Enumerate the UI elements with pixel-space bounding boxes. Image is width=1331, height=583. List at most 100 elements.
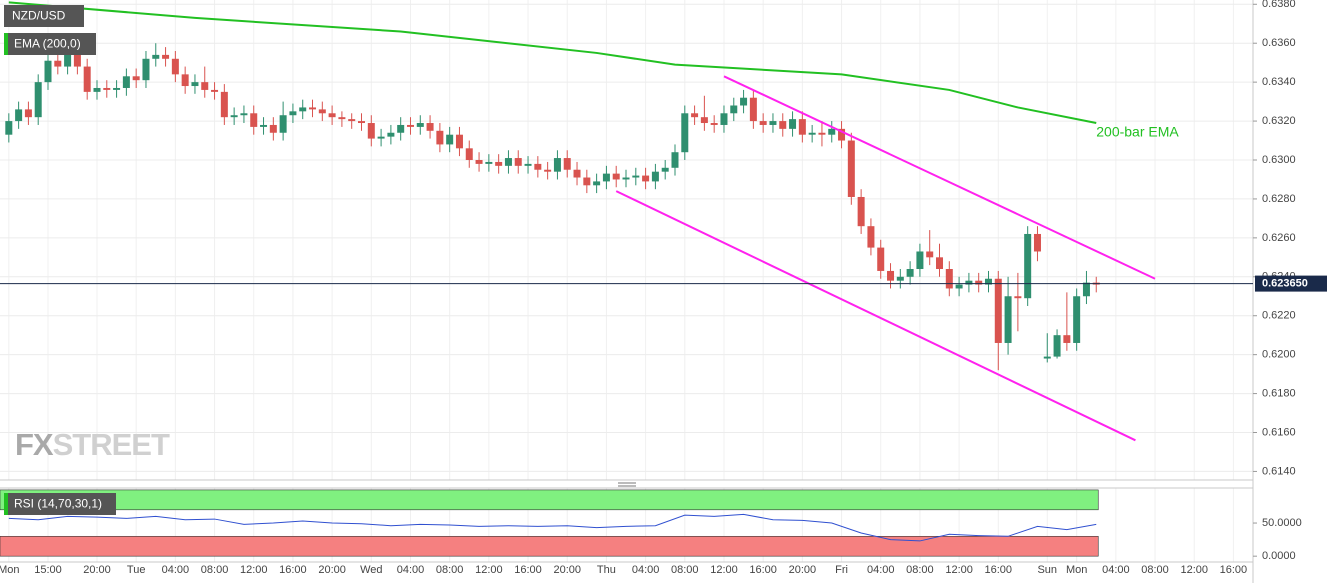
candle-body (1024, 233, 1032, 299)
candle-body (681, 113, 689, 153)
candle-body (5, 121, 13, 135)
marks (5, 1, 1156, 542)
candle-body (994, 278, 1002, 343)
candle-body (387, 132, 395, 137)
candle-body (1004, 296, 1012, 343)
x-tick-label: 20:00 (553, 564, 581, 576)
candle-body (1073, 296, 1081, 343)
candle-body (838, 128, 846, 141)
candle-body (818, 132, 826, 135)
x-tick-label: 16:00 (279, 564, 307, 576)
y-tick-label: 0.6180 (1262, 387, 1296, 399)
y-tick-label: 0.6320 (1262, 115, 1296, 127)
candle-body (808, 132, 816, 135)
candle-body (749, 97, 757, 122)
label-box (4, 33, 96, 55)
candle-body (916, 251, 924, 270)
candle-body (602, 173, 610, 182)
candle-body (563, 158, 571, 170)
candle-body (759, 121, 767, 125)
candle-body (113, 87, 121, 90)
candle-body (573, 169, 581, 178)
channel-line (615, 190, 1136, 442)
candle-body (397, 124, 405, 133)
candle-body (1014, 296, 1022, 299)
candle-body (524, 163, 532, 166)
legend-swatch (4, 33, 8, 55)
x-tick-label: 08:00 (436, 564, 464, 576)
x-tick-label: 12:00 (1180, 564, 1208, 576)
candle-body (24, 109, 32, 118)
x-tick-label: 20:00 (318, 564, 346, 576)
candle-body (230, 115, 238, 118)
label-box (4, 5, 84, 27)
candle-body (93, 87, 101, 92)
candle-body (299, 107, 307, 112)
candle-body (240, 113, 248, 116)
watermark: FXSTREET (15, 427, 170, 462)
candle-body (426, 123, 434, 131)
candle-body (1033, 233, 1041, 252)
x-tick-label: Mon (0, 564, 20, 576)
candle-body (779, 121, 787, 129)
candle-body (544, 169, 552, 172)
rsi-line (8, 513, 1097, 542)
candle-body (465, 148, 473, 160)
x-tick-label: Fri (835, 564, 848, 576)
candle-body (220, 91, 228, 118)
candle-body (828, 128, 836, 135)
x-tick-label: 12:00 (945, 564, 973, 576)
current-price-box (1255, 275, 1327, 292)
y-tick-label: 50.0000 (1262, 517, 1302, 529)
candle-body (406, 124, 414, 127)
candle-body (926, 251, 934, 258)
x-tick-label: 12:00 (710, 564, 738, 576)
candle-body (15, 109, 23, 122)
candle-body (338, 117, 346, 120)
y-tick-label: 0.6140 (1262, 465, 1296, 477)
candle-body (367, 123, 375, 139)
x-tick-label: 20:00 (789, 564, 817, 576)
candle-body (357, 121, 365, 124)
candle-body (789, 119, 797, 129)
x-tick-label: 08:00 (906, 564, 934, 576)
x-tick-label: 04:00 (867, 564, 895, 576)
label-box (4, 493, 116, 515)
candle-body (553, 158, 561, 172)
candle-body (446, 134, 454, 145)
candle-body (945, 269, 953, 289)
y-tick-label: 0.6160 (1262, 426, 1296, 438)
candle-body (1082, 282, 1090, 297)
candle-body (896, 276, 904, 281)
candle-body (162, 54, 170, 59)
candle-body (740, 97, 748, 106)
candle-body (455, 134, 463, 149)
candle-body (416, 123, 424, 127)
y-tick-label: 0.6340 (1262, 76, 1296, 88)
x-tick-label: Mon (1066, 564, 1087, 576)
x-tick-label: 12:00 (475, 564, 503, 576)
watermark-fx: FX (15, 427, 54, 462)
candle-body (514, 158, 522, 166)
x-tick-label: 04:00 (1102, 564, 1130, 576)
current-price-label: 0.623650 (1262, 278, 1308, 290)
x-tick-label: 08:00 (671, 564, 699, 576)
x-tick-label: 08:00 (201, 564, 229, 576)
legend-label: EMA (200,0) (14, 37, 81, 51)
candle-body (152, 54, 160, 59)
candle-body (475, 160, 483, 164)
x-tick-label: 16:00 (749, 564, 777, 576)
candle-body (73, 52, 81, 67)
candle-body (887, 270, 895, 281)
watermark-street: STREET (53, 427, 170, 462)
candle-body (583, 177, 591, 186)
x-tick-label: 04:00 (397, 564, 425, 576)
y-tick-label: 0.6380 (1262, 0, 1296, 10)
rsi-label: RSI (14,70,30,1) (4, 493, 116, 515)
candle-body (975, 280, 983, 285)
x-tick-label: Thu (597, 564, 616, 576)
ema-label: EMA (200,0) (4, 33, 96, 55)
candle-body (984, 278, 992, 285)
candle-body (847, 140, 855, 197)
